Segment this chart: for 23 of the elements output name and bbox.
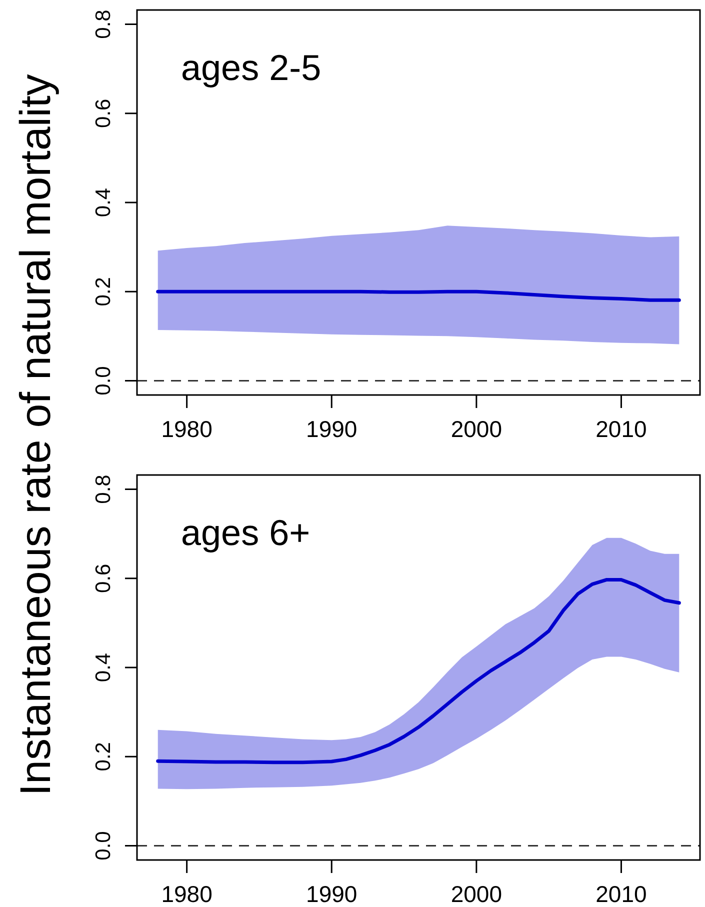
text: ages 6+ [181,512,310,553]
y-tick-label: 0.2 [92,742,115,772]
y-tick-label: 0.2 [92,277,115,306]
x-tick-label: 1990 [306,416,358,442]
x-tick-label: 2000 [450,416,502,442]
y-tick-label: 0.6 [92,564,115,593]
x-tick-label: 2010 [596,416,647,442]
x-tick-label: 1990 [306,881,358,907]
y-tick-label: 0.4 [92,188,115,218]
text: ages 2-5 [181,47,322,88]
x-tick-label: 1980 [161,416,212,442]
y-tick-label: 0.0 [92,831,115,860]
y-tick-label: 0.4 [92,652,115,682]
x-tick-label: 1980 [161,881,212,907]
y-axis-title: Instantaneous rate of natural mortality [12,74,60,796]
y-tick-label: 0.0 [92,366,115,396]
line-series [156,290,681,302]
y-tick-label: 0.8 [92,10,115,39]
line-series [156,578,681,764]
x-tick-label: 2000 [450,881,502,907]
x-tick-label: 2010 [596,881,647,907]
y-tick-label: 0.8 [92,474,115,504]
y-tick-label: 0.6 [92,98,115,128]
